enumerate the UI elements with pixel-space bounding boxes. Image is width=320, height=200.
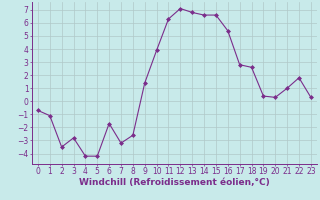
X-axis label: Windchill (Refroidissement éolien,°C): Windchill (Refroidissement éolien,°C): [79, 178, 270, 187]
